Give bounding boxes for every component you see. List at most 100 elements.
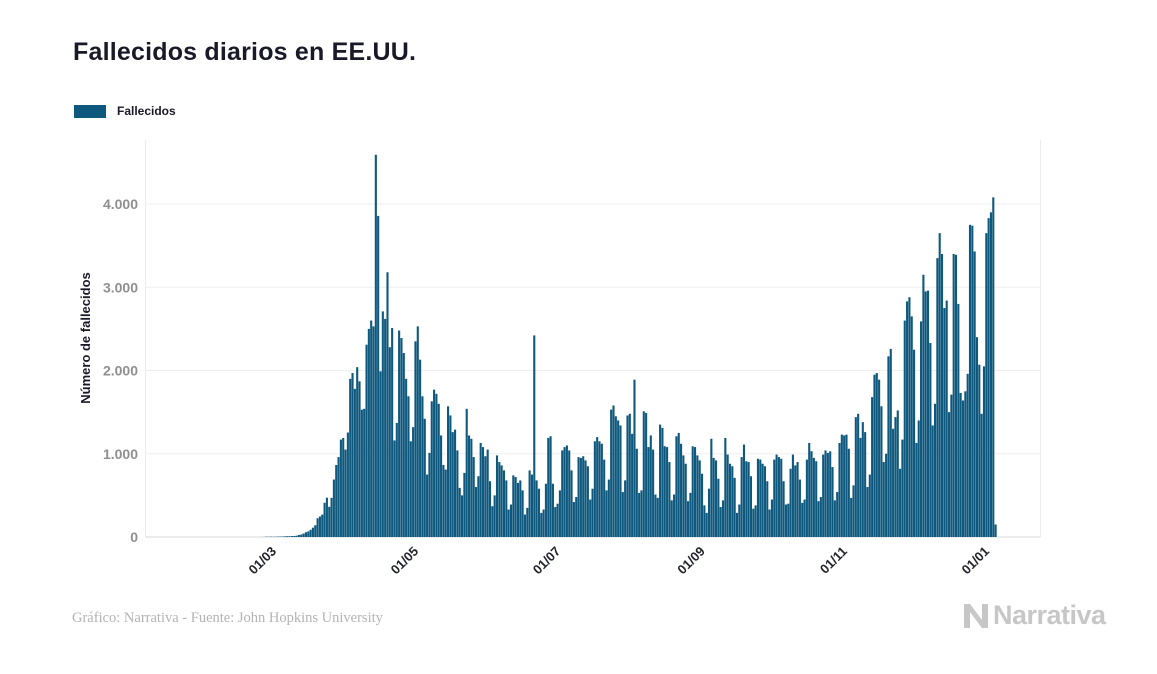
bar	[882, 462, 885, 537]
bar	[307, 531, 310, 537]
bar	[691, 446, 694, 537]
bar	[365, 344, 368, 537]
bar	[281, 536, 284, 537]
bar	[381, 311, 384, 537]
bar	[670, 500, 673, 537]
bar	[572, 502, 575, 537]
bar	[514, 477, 517, 537]
bar	[626, 415, 629, 537]
bars-layer	[260, 154, 997, 538]
bar	[474, 487, 478, 537]
bar	[461, 495, 464, 538]
bar	[847, 448, 850, 537]
bar	[339, 439, 342, 537]
bar	[635, 448, 638, 537]
bar	[656, 497, 659, 537]
bar	[854, 417, 857, 537]
bar	[733, 477, 736, 537]
bar	[906, 301, 909, 537]
bar	[687, 501, 690, 537]
bar	[421, 396, 424, 537]
bar	[945, 300, 948, 537]
bar	[342, 437, 345, 537]
bar	[794, 465, 797, 537]
bar	[603, 459, 606, 537]
bar	[628, 413, 631, 537]
bar	[640, 490, 643, 537]
bar	[831, 467, 834, 537]
bar	[419, 359, 422, 537]
bar	[638, 492, 641, 537]
bar	[717, 478, 720, 537]
bar	[575, 497, 578, 537]
bar	[316, 518, 319, 537]
bar	[584, 460, 587, 537]
bar	[621, 492, 624, 537]
bar	[680, 443, 683, 537]
bar	[698, 460, 701, 537]
bar	[370, 320, 373, 537]
narrativa-logo: Narrativa	[962, 600, 1106, 631]
bar	[866, 487, 869, 537]
bar	[400, 338, 403, 537]
bar	[936, 258, 939, 537]
bar	[742, 444, 746, 537]
bar	[479, 442, 482, 537]
bar	[978, 364, 981, 537]
bar	[335, 464, 338, 537]
bar	[927, 290, 930, 537]
bar	[344, 449, 347, 537]
bar	[495, 455, 499, 537]
bar	[528, 470, 531, 537]
bar	[857, 413, 860, 537]
bar	[824, 450, 827, 537]
bar	[731, 466, 734, 537]
y-tick-label: 2.000	[103, 363, 138, 379]
bar	[899, 468, 902, 538]
bar	[491, 506, 494, 537]
bar	[551, 483, 554, 537]
bar	[966, 373, 969, 537]
bar	[530, 474, 533, 537]
bar	[707, 488, 711, 537]
bar	[288, 536, 291, 537]
bar	[512, 475, 515, 537]
bar	[577, 457, 580, 537]
bar	[754, 505, 757, 538]
bar	[537, 488, 540, 537]
bar	[374, 154, 377, 538]
bar	[619, 425, 622, 537]
bar	[852, 485, 855, 537]
bar	[929, 343, 932, 537]
bar	[290, 536, 294, 537]
bar	[547, 437, 550, 537]
bar	[300, 534, 303, 537]
bar	[412, 427, 415, 537]
legend-label: Fallecidos	[117, 104, 176, 118]
bar	[812, 457, 815, 537]
bar	[321, 514, 324, 537]
bar	[561, 450, 564, 537]
bar	[488, 481, 492, 537]
bar	[647, 447, 650, 537]
bar	[458, 487, 461, 537]
bar	[328, 506, 331, 537]
bar	[444, 469, 447, 537]
bar	[815, 461, 818, 537]
bar	[386, 272, 389, 537]
bar	[892, 428, 895, 537]
bar	[624, 480, 627, 537]
bar	[395, 422, 398, 537]
bar	[493, 495, 496, 538]
bar	[875, 373, 878, 537]
bar	[346, 432, 349, 537]
bar	[614, 416, 617, 537]
bar	[917, 420, 920, 537]
bar	[416, 326, 419, 537]
bar	[311, 527, 314, 537]
y-tick-label: 1.000	[103, 446, 138, 462]
bar	[467, 435, 471, 537]
bar	[859, 437, 862, 537]
bar	[822, 454, 825, 537]
bar	[694, 447, 697, 537]
